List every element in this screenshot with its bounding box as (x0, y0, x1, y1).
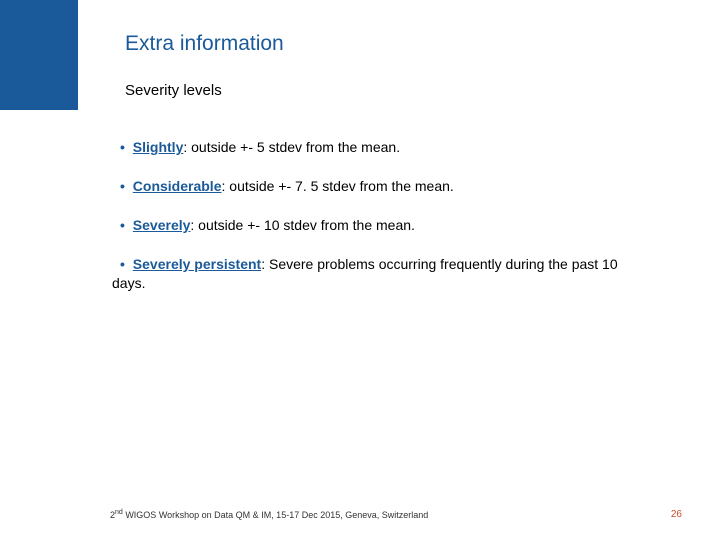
bullet-term: Considerable (133, 178, 222, 194)
slide-title: Extra information (125, 32, 284, 56)
bullet-rest: : outside +- 5 stdev from the mean. (183, 139, 400, 155)
bullet-rest: : outside +- 10 stdev from the mean. (190, 217, 415, 233)
bullet-dot-icon: • (120, 139, 125, 155)
bullet-list: • Slightly: outside +- 5 stdev from the … (112, 138, 632, 312)
bullet-term: Slightly (133, 139, 184, 155)
footer-rest: WIGOS Workshop on Data QM & IM, 15-17 De… (123, 510, 428, 520)
bullet-rest: : outside +- 7. 5 stdev from the mean. (222, 178, 454, 194)
list-item: • Considerable: outside +- 7. 5 stdev fr… (112, 177, 632, 196)
footer-sup: nd (115, 509, 123, 516)
footer-text: 2nd WIGOS Workshop on Data QM & IM, 15-1… (110, 509, 428, 520)
list-item: • Severely: outside +- 10 stdev from the… (112, 216, 632, 235)
bullet-dot-icon: • (120, 217, 125, 233)
bullet-term: Severely (133, 217, 191, 233)
sidebar-accent (0, 0, 78, 110)
bullet-dot-icon: • (120, 256, 125, 272)
page-number: 26 (671, 509, 682, 520)
list-item: • Slightly: outside +- 5 stdev from the … (112, 138, 632, 157)
bullet-dot-icon: • (120, 178, 125, 194)
slide-subtitle: Severity levels (125, 82, 222, 99)
bullet-term: Severely persistent (133, 256, 261, 272)
list-item: • Severely persistent: Severe problems o… (112, 255, 632, 293)
